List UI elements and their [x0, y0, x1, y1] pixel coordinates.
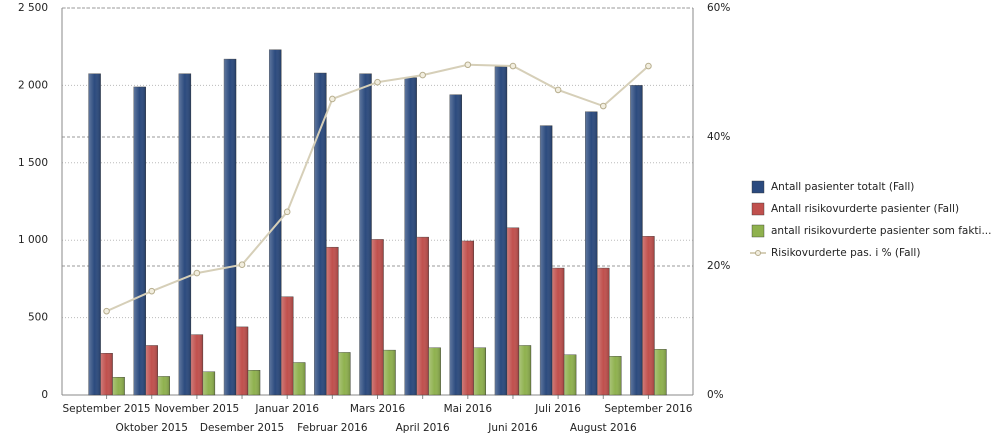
bar-shade: [564, 354, 577, 395]
bar-shade: [371, 239, 384, 395]
bar-shade: [224, 59, 237, 396]
legend-swatch: [751, 224, 765, 238]
line-marker: [554, 86, 562, 94]
x-tick-label: April 2016: [396, 422, 450, 434]
bar-shade: [178, 73, 191, 395]
y-tick-label: 1 500: [18, 157, 48, 169]
x-tick-label: Januar 2016: [254, 403, 319, 415]
bar-shade: [416, 237, 429, 395]
legend-label: antall risikovurderte pasienter som fakt…: [771, 225, 991, 237]
bar-shade: [112, 377, 125, 395]
bar-shade: [314, 73, 327, 396]
x-tick-label: Februar 2016: [297, 422, 368, 434]
bar-shade: [383, 350, 396, 395]
bar-shade: [473, 347, 486, 395]
bar-shade: [494, 66, 507, 395]
y-tick-label: 0: [41, 389, 48, 401]
x-tick-label: Oktober 2015: [116, 422, 188, 434]
bar-shade: [248, 370, 261, 395]
bar-shade: [630, 85, 643, 396]
x-tick-label: Juni 2016: [487, 422, 538, 434]
legend-swatch: [751, 180, 765, 194]
x-tick-label: September 2016: [604, 403, 692, 415]
bar-shade: [540, 125, 553, 395]
bar-shade: [642, 236, 655, 395]
y-tick-label: 2 500: [18, 2, 48, 14]
bar-shade: [281, 296, 294, 395]
bar-shade: [133, 86, 146, 395]
bar-shade: [449, 94, 462, 396]
line-marker: [148, 287, 156, 295]
y-tick-label: 500: [28, 312, 48, 324]
bar-shade: [359, 73, 372, 395]
bar-shade: [293, 362, 306, 395]
x-tick-label: November 2015: [155, 403, 240, 415]
line-marker: [645, 62, 652, 70]
bar-shade: [585, 111, 598, 395]
line-marker: [103, 307, 110, 315]
y-tick-label: 1 000: [18, 234, 48, 246]
line-marker: [599, 102, 607, 110]
bar-shade: [552, 268, 565, 395]
bar-shade: [506, 227, 519, 395]
line-marker: [329, 95, 336, 103]
bar-shade: [338, 352, 351, 395]
line-marker: [283, 208, 291, 216]
bar-shade: [202, 371, 215, 395]
x-tick-label: August 2016: [570, 422, 637, 434]
y-tick-label: 2 000: [18, 79, 48, 91]
line-marker: [193, 269, 201, 277]
bar-shade: [157, 376, 170, 395]
line-marker: [238, 261, 246, 269]
bar-shade: [609, 356, 622, 395]
legend-label: Risikovurderte pas. i % (Fall): [771, 247, 920, 259]
bar-shade: [597, 268, 610, 395]
bar-shade: [326, 247, 339, 395]
x-tick-label: Juli 2016: [534, 403, 581, 415]
line-marker: [374, 78, 381, 86]
legend-label: Antall risikovurderte pasienter (Fall): [771, 203, 959, 215]
legend-swatch: [751, 202, 765, 216]
bar-shade: [100, 353, 113, 395]
legend-swatch: [755, 250, 761, 256]
x-tick-label: September 2015: [63, 403, 151, 415]
legend-label: Antall pasienter totalt (Fall): [771, 181, 914, 193]
bar-shade: [269, 49, 282, 396]
y2-tick-label: 0%: [707, 389, 724, 401]
y2-tick-label: 60%: [707, 2, 730, 14]
x-tick-label: Mai 2016: [444, 403, 493, 415]
bar-shade: [88, 73, 101, 395]
bar-shade: [654, 349, 667, 395]
y2-tick-label: 40%: [707, 131, 730, 143]
x-tick-label: Mars 2016: [350, 403, 406, 415]
bar-shade: [404, 77, 417, 395]
line-marker: [419, 71, 426, 79]
bar-shade: [190, 334, 203, 395]
bar-shade: [236, 326, 249, 395]
bar-shade: [518, 345, 531, 395]
bar-shade: [428, 347, 441, 395]
x-tick-label: Desember 2015: [200, 422, 284, 434]
bar-shade: [461, 240, 474, 395]
bar-shade: [145, 345, 158, 395]
line-marker: [509, 62, 517, 70]
line-marker: [464, 61, 472, 69]
y2-tick-label: 20%: [707, 260, 730, 272]
